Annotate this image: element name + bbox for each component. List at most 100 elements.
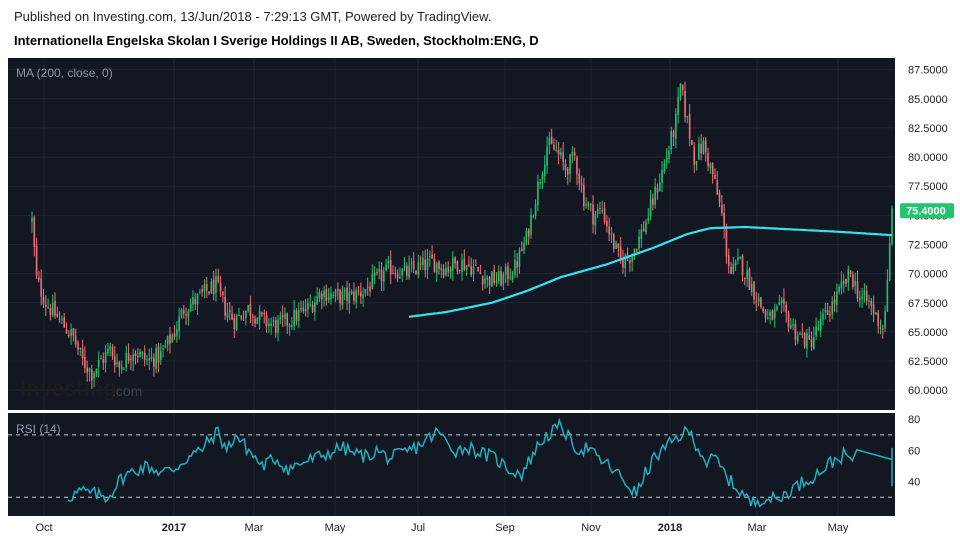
candle-body [173,333,176,338]
candle-body [739,256,742,259]
price-grid [8,58,895,516]
candle-body [523,242,525,250]
candle-body [383,271,385,282]
candle-body [325,289,328,302]
time-axis: Oct 2017 Mar May Jul Sep Nov 2018 Mar May [35,522,848,534]
candle-body [219,282,222,292]
candle-body [387,260,390,264]
candle-body [116,362,118,364]
candle-body [472,266,475,275]
candle-body [881,328,884,330]
candle-body [470,266,473,276]
candle-body [824,310,827,312]
candle-body [277,319,279,333]
candle-body [553,144,555,150]
candle-body [256,317,259,324]
candle-body [518,249,521,267]
candle-body [833,299,836,304]
candle-body [790,325,792,329]
instrument-title: Internationella Engelska Skolan I Sverig… [14,33,539,48]
candle-body [767,317,769,320]
candle-body [693,146,696,165]
last-price-label: 75.4000 [906,206,946,218]
candle-body [686,116,689,118]
candle-body [638,236,640,249]
candle-body [578,173,581,184]
candle-body [357,290,360,292]
candle-body [748,269,751,290]
candle-body [79,347,82,350]
candle-body [217,275,220,283]
rsi-axis: 80 60 40 [908,414,920,488]
candle-body [67,334,70,336]
candle-body [619,246,622,260]
rsi-tick-label: 60 [908,445,920,457]
time-tick-label: Mar [748,522,767,534]
candle-body [343,289,346,292]
candle-body [346,287,348,301]
candle-body [435,263,438,274]
time-tick-label: 2017 [162,522,186,534]
candle-body [141,352,144,354]
candle-body [465,265,468,270]
candle-body [764,311,767,318]
candle-body [417,262,420,275]
candle-body [670,131,673,150]
candle-body [337,288,339,292]
candle-body [573,152,576,156]
candle-body [348,292,351,304]
candle-body [557,149,560,155]
candle-body [780,299,783,304]
candle-body [583,184,585,207]
candle-body [875,311,877,315]
candle-body [861,296,863,299]
candle-body [438,261,440,270]
price-tick-label: 82.5000 [908,123,948,135]
candle-body [104,352,107,363]
candle-body [555,149,558,151]
candle-body [389,259,392,275]
candle-body [180,309,183,318]
candle-body [461,259,463,273]
candle-body [520,248,523,252]
candle-body [507,266,509,280]
candle-body [242,319,245,321]
time-tick-label: Sep [495,522,515,534]
rsi-14-line [67,417,893,508]
candle-body [166,335,169,345]
candle-body [760,297,762,307]
candle-body [615,242,617,249]
candle-body [399,277,401,279]
candle-body [318,292,321,299]
candle-body [633,248,636,255]
candle-body [576,157,578,175]
candle-body [208,291,210,294]
candle-body [596,209,599,214]
candle-body [451,257,454,271]
price-tick-label: 72.5000 [908,239,948,251]
candle-body [548,138,551,145]
candle-body [132,354,134,362]
candle-body [401,269,404,276]
candle-body [603,208,606,223]
candle-body [688,113,691,139]
candle-body [477,266,479,272]
candle-body [440,267,443,271]
candle-body [408,265,410,278]
candle-body [44,304,47,307]
last-price-badge [900,203,954,219]
candle-body [532,216,535,218]
candle-body [210,281,213,294]
candle-body [808,335,811,340]
candle-body [433,258,436,273]
candle-body [300,308,302,310]
candle-body [702,140,705,155]
candle-body [178,316,180,331]
candle-body [162,348,164,350]
candle-body [497,271,500,282]
candle-body [194,298,197,305]
candle-body [293,309,295,327]
candle-body [891,208,893,244]
candle-body [212,279,215,295]
